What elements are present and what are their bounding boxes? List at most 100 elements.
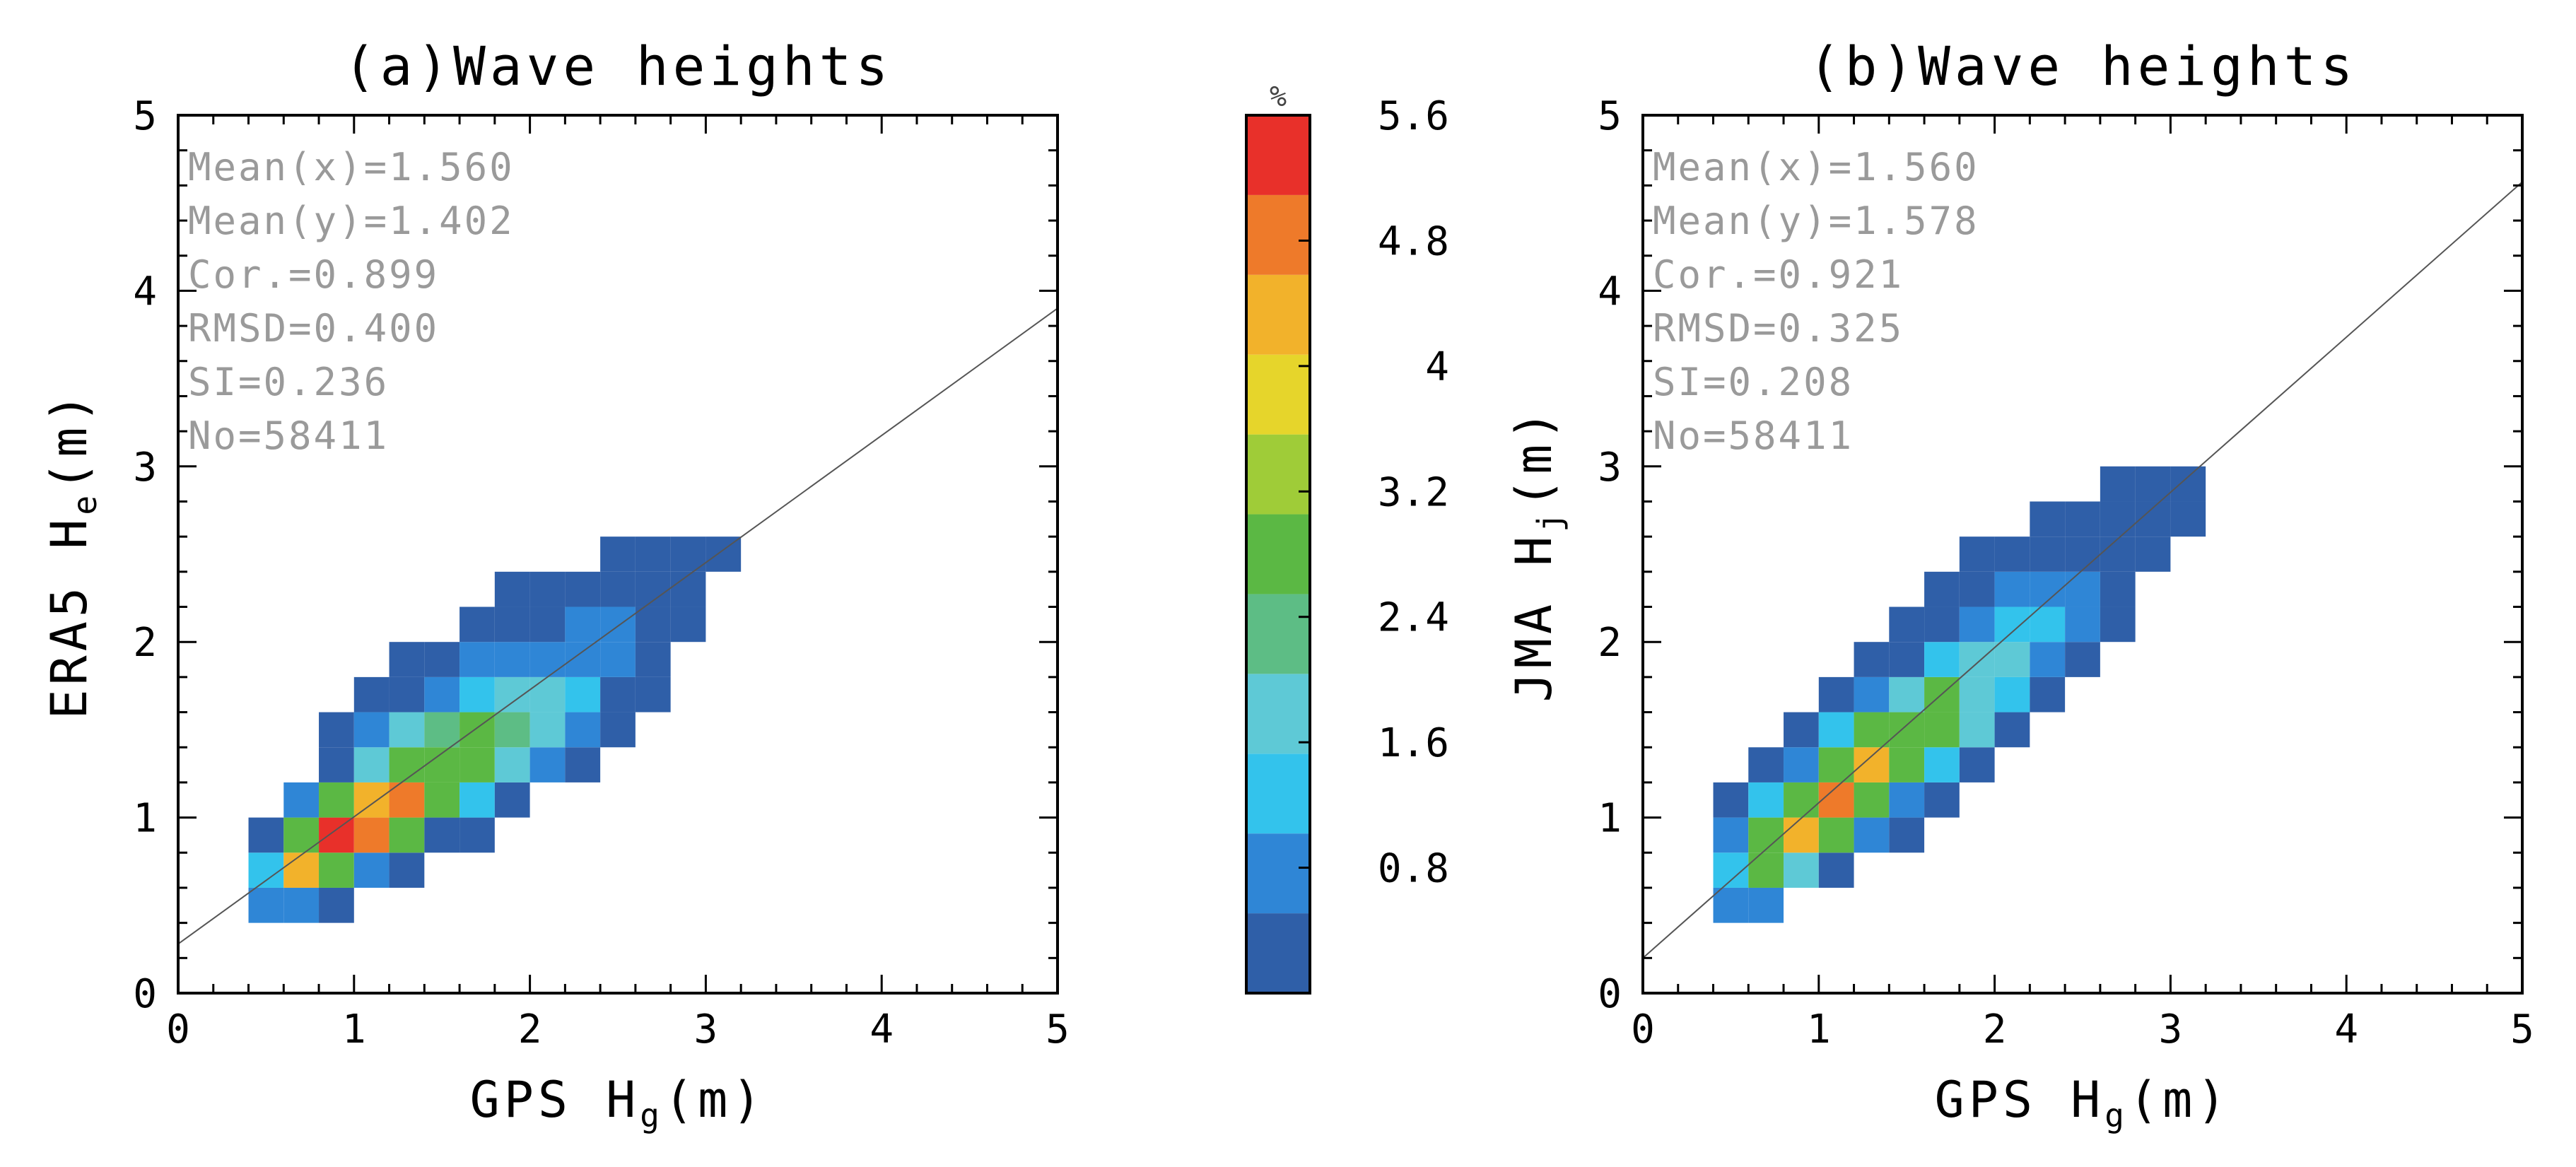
colorbar-segment: [1246, 913, 1310, 993]
colorbar-segment: [1246, 434, 1310, 515]
heat-cell: [1854, 676, 1890, 712]
heat-cell: [1994, 571, 2030, 607]
heat-cell: [459, 782, 495, 818]
heat-cell: [2065, 501, 2100, 537]
heat-cell: [283, 817, 320, 853]
heat-cell: [1889, 782, 1925, 818]
heat-cell: [1959, 536, 1995, 572]
heat-cell: [353, 676, 390, 712]
x-tick-label: 4: [870, 1007, 894, 1052]
heat-cell: [248, 887, 284, 923]
heat-cell: [1889, 676, 1925, 712]
y-tick-label: 3: [133, 445, 157, 491]
y-axis-label: JMA Hj(m): [1505, 406, 1569, 703]
heat-cell: [319, 852, 354, 888]
colorbar-segment: [1246, 274, 1310, 355]
heat-cell: [494, 782, 530, 818]
heat-cell: [2135, 466, 2171, 502]
heat-cell: [1854, 817, 1890, 853]
heat-cell: [565, 676, 601, 712]
heat-cell: [2030, 676, 2066, 712]
heat-cell: [706, 536, 742, 572]
heat-cell: [1784, 852, 1819, 888]
heat-cell: [1784, 782, 1819, 818]
heat-cell: [1924, 782, 1960, 818]
heat-cell: [2100, 571, 2136, 607]
heat-cell: [600, 642, 636, 677]
colorbar-segment: [1246, 514, 1310, 594]
heat-cell: [1854, 747, 1890, 782]
heat-cell: [670, 606, 706, 643]
heat-cell: [353, 852, 390, 888]
heat-cell: [1818, 712, 1854, 748]
heat-cell: [529, 712, 566, 748]
heat-cell: [1959, 571, 1995, 607]
heat-cell: [1854, 642, 1890, 677]
heat-cell: [459, 606, 495, 643]
plot-frame: [1641, 114, 2524, 995]
colorbar-segment: [1246, 594, 1310, 674]
regression-line: [1642, 181, 2523, 959]
heat-cell: [459, 642, 495, 677]
heat-cell: [1889, 606, 1925, 643]
heat-cell: [494, 642, 530, 677]
stat-annotation: SI=0.208: [1653, 360, 1854, 404]
heat-cell: [1994, 676, 2030, 712]
y-tick-label: 1: [133, 796, 157, 842]
heat-cell: [1784, 712, 1819, 748]
heat-cell: [635, 642, 671, 677]
heat-cell: [1994, 712, 2030, 748]
heat-cell: [2170, 501, 2206, 537]
heat-cell: [1889, 712, 1925, 748]
y-tick-label: 0: [1598, 971, 1622, 1017]
heat-cell: [389, 676, 425, 712]
heat-cell: [283, 782, 320, 818]
heat-cell: [424, 642, 460, 677]
heat-cell: [2100, 501, 2136, 537]
heat-cell: [1924, 642, 1960, 677]
x-axis-label: GPS Hg(m): [1935, 1071, 2231, 1134]
heat-cell: [635, 676, 671, 712]
heat-cell: [283, 887, 320, 923]
heat-cell: [1713, 887, 1749, 923]
heat-cell: [2100, 466, 2136, 502]
colorbar-segment: [1246, 833, 1310, 914]
heat-cell: [1713, 782, 1749, 818]
heat-cell: [459, 747, 495, 782]
heat-cell: [389, 642, 425, 677]
heat-cell: [565, 747, 601, 782]
heat-cell: [1924, 747, 1960, 782]
heat-cell: [353, 747, 390, 782]
colorbar-unit: %: [1270, 81, 1287, 113]
colorbar-tick-label: 0.8: [1378, 846, 1449, 892]
colorbar-segment: [1246, 115, 1310, 195]
heat-cell: [353, 712, 390, 748]
heat-cell: [2100, 536, 2136, 572]
x-tick-label: 3: [694, 1007, 718, 1052]
heat-cell: [389, 712, 425, 748]
heat-cell: [1889, 642, 1925, 677]
heat-cell: [565, 606, 601, 643]
colorbar-segment: [1246, 194, 1310, 275]
heat-cell: [529, 571, 566, 607]
heat-cell: [2030, 536, 2066, 572]
heat-cell: [389, 782, 425, 818]
x-tick-label: 2: [1983, 1007, 2007, 1052]
colorbar-frame: [1245, 114, 1311, 995]
colorbar-tick-label: 3.2: [1378, 469, 1449, 515]
heat-cell: [459, 817, 495, 853]
heat-cell: [1784, 817, 1819, 853]
heat-cell: [1994, 536, 2030, 572]
heat-cell: [494, 571, 530, 607]
heat-cell: [283, 852, 320, 888]
heat-cell: [529, 606, 566, 643]
stat-annotation: No=58411: [188, 414, 389, 458]
panel-a: 0 1 2 3 4 5 0 1 2 3 4 5 (a)Wave heights GPS Hg(m) ERA5…: [40, 35, 1070, 1134]
heat-cell: [2030, 606, 2066, 643]
chart-title: (b)Wave heights: [1808, 35, 2357, 98]
heat-cell: [1959, 712, 1995, 748]
panel-b: 0 1 2 3 4 5 0 1 2 3 4 5 (b)Wave heights GPS Hg(m) JMA …: [1505, 35, 2534, 1134]
heat-cell: [459, 712, 495, 748]
heat-cell: [459, 676, 495, 712]
heat-cell: [494, 712, 530, 748]
